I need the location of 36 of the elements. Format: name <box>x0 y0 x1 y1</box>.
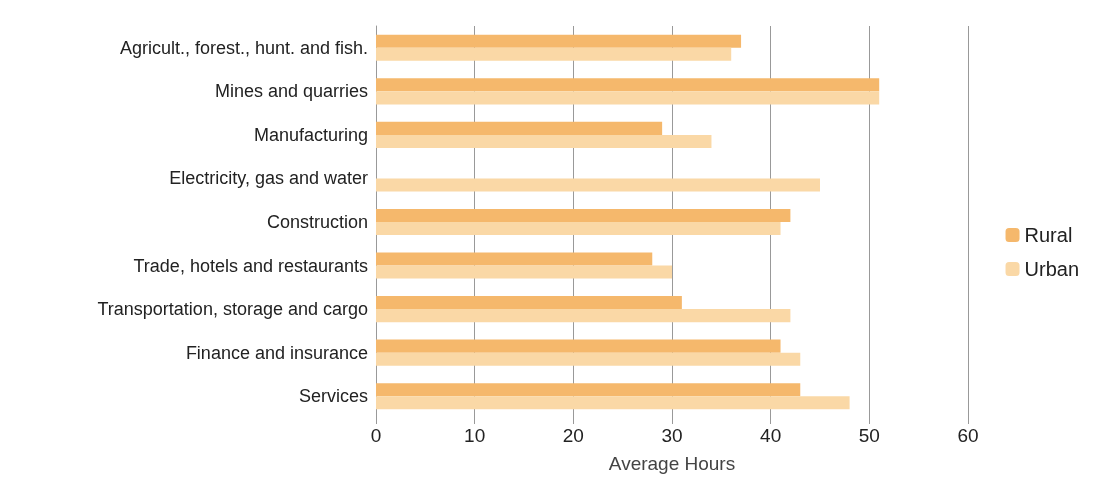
x-tick-label: 40 <box>760 425 782 446</box>
bar <box>376 252 653 266</box>
x-tick-label: 50 <box>858 425 880 446</box>
bar <box>376 178 820 192</box>
x-tick-label: 0 <box>370 425 382 446</box>
y-tick-label: Mines and quarries <box>214 81 368 102</box>
bar <box>376 134 712 148</box>
x-tick-label: 30 <box>661 425 683 446</box>
bar <box>376 265 672 279</box>
y-tick-label: Transportation, storage and cargo <box>97 299 368 320</box>
bar <box>376 47 732 61</box>
bar <box>376 34 742 48</box>
y-tick-label: Electricity, gas and water <box>169 168 368 189</box>
x-tick-label: 10 <box>464 425 486 446</box>
y-tick-label: Trade, hotels and restaurants <box>133 255 368 276</box>
bar <box>376 208 791 222</box>
bar <box>376 296 682 310</box>
y-tick-label: Finance and insurance <box>185 342 368 363</box>
y-tick-label: Manufacturing <box>253 124 368 145</box>
y-tick-label: Services <box>298 386 368 407</box>
bar <box>376 396 850 410</box>
x-tick-label: 20 <box>562 425 584 446</box>
legend-label: Rural <box>1024 224 1073 246</box>
bar <box>376 222 781 236</box>
bar <box>376 383 801 397</box>
x-tick-label: 60 <box>957 425 979 446</box>
x-axis-title: Average Hours <box>608 453 736 474</box>
y-tick-label: Agricult., forest., hunt. and fish. <box>119 37 368 58</box>
bar <box>376 339 781 353</box>
legend-label: Urban <box>1024 258 1080 280</box>
bar <box>376 309 791 323</box>
bar <box>376 121 663 135</box>
y-tick-label: Construction <box>266 212 368 232</box>
bar <box>376 352 801 366</box>
bar <box>376 78 880 92</box>
bar <box>376 91 880 105</box>
